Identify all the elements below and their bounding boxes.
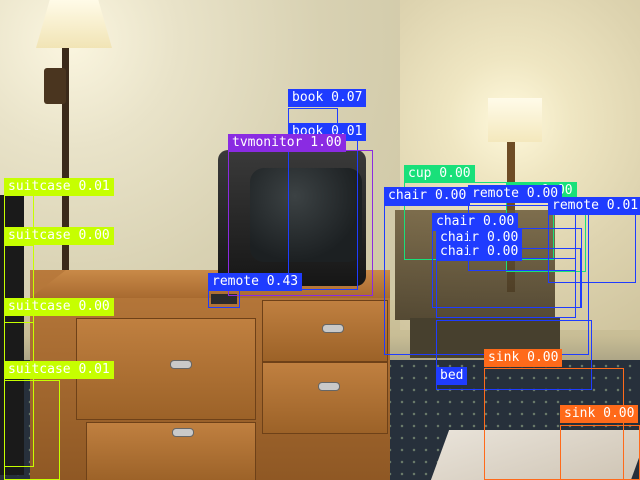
detection-box xyxy=(4,380,60,480)
detection-label: suitcase 0.00 xyxy=(4,227,114,245)
drawer xyxy=(262,362,388,434)
drawer-knob xyxy=(172,428,194,437)
detection-label: chair 0.00 xyxy=(436,243,523,261)
floor-lamp-shade xyxy=(36,0,112,48)
detection-label: chair 0.00 xyxy=(436,229,523,247)
detection-label: suitcase 0.00 xyxy=(4,298,114,316)
detection-label: book 0.07 xyxy=(288,89,367,107)
floor-lamp-pole xyxy=(62,48,69,288)
drawer-knob xyxy=(170,360,192,369)
detection-label: chair 0.00 xyxy=(432,213,519,231)
drawer-knob xyxy=(322,324,344,333)
wall-sconce-bracket xyxy=(44,68,66,104)
detection-label: suitcase 0.01 xyxy=(4,361,114,379)
detection-label: sink 0.00 xyxy=(560,405,639,423)
detection-box xyxy=(436,320,592,390)
detection-box xyxy=(548,213,636,283)
drawer xyxy=(86,422,256,480)
detection-label: chair 0.00 xyxy=(384,187,471,205)
detection-label: remote 0.00 xyxy=(468,185,563,203)
detection-label: remote 0.01 xyxy=(548,197,640,215)
detection-label: bed xyxy=(436,367,468,385)
detection-label: cup 0.00 xyxy=(404,165,475,183)
remote-object xyxy=(211,294,237,304)
detection-label: sink 0.00 xyxy=(484,349,563,367)
detection-label: tvmonitor 1.00 xyxy=(228,134,346,152)
detection-label: remote 0.43 xyxy=(208,273,303,291)
detection-box xyxy=(560,425,640,480)
drawer-knob xyxy=(318,382,340,391)
detection-box xyxy=(208,290,240,308)
detection-label: suitcase 0.01 xyxy=(4,178,114,196)
television-screen xyxy=(250,168,362,262)
table-lamp-shade xyxy=(488,98,542,142)
